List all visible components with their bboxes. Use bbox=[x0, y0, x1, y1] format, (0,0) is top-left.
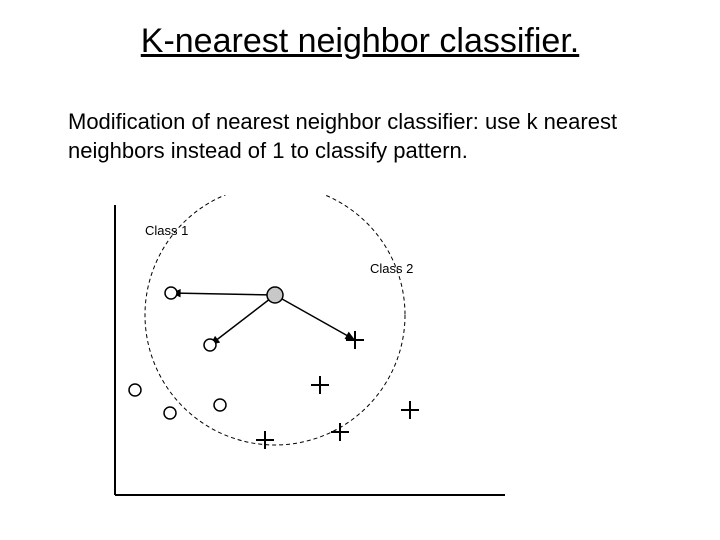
chart-svg: Class 1 Class 2 bbox=[95, 195, 535, 505]
class1-marker bbox=[214, 399, 226, 411]
query-point bbox=[267, 287, 283, 303]
class1-marker bbox=[164, 407, 176, 419]
page-title: K-nearest neighbor classifier. bbox=[0, 22, 720, 61]
neighbor-line bbox=[171, 293, 275, 295]
class1-marker bbox=[165, 287, 177, 299]
neighbor-line bbox=[275, 295, 355, 340]
class1-marker bbox=[129, 384, 141, 396]
class1-marker bbox=[204, 339, 216, 351]
neighbor-line bbox=[210, 295, 275, 345]
page-subtitle: Modification of nearest neighbor classif… bbox=[68, 108, 628, 165]
class1-label: Class 1 bbox=[145, 223, 188, 238]
knn-diagram: Class 1 Class 2 bbox=[95, 195, 535, 505]
class2-label: Class 2 bbox=[370, 261, 413, 276]
